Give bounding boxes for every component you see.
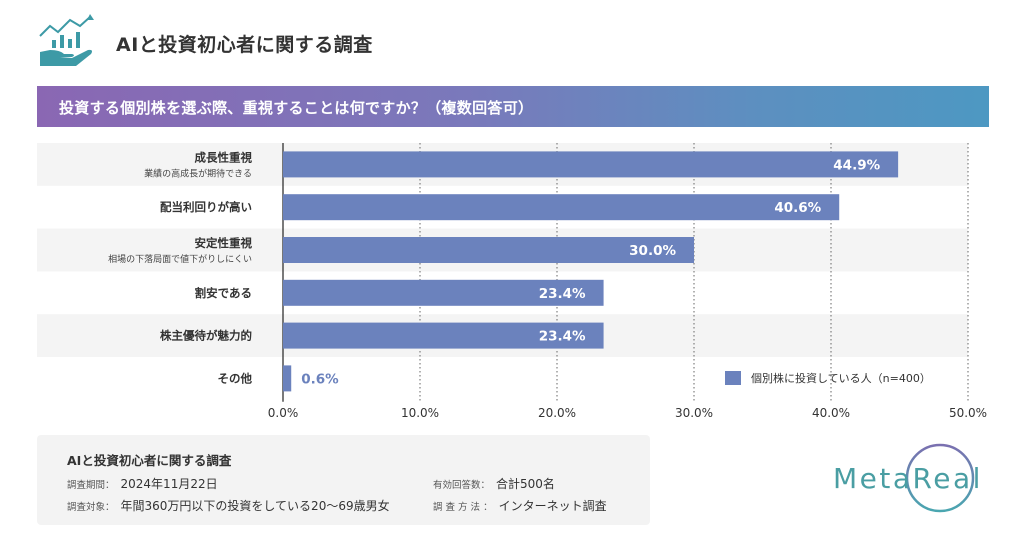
- category-label: 配当利回りが高い: [160, 200, 252, 214]
- info-responses-key: 有効回答数：: [433, 480, 491, 491]
- info-title: AIと投資初心者に関する調査: [67, 453, 232, 468]
- info-responses: 有効回答数： 合計500名: [433, 475, 555, 492]
- category-label: 株主優待が魅力的: [160, 329, 252, 343]
- metareal-logo: MetaReal: [830, 440, 1000, 520]
- info-target-key: 調査対象：: [67, 502, 115, 513]
- x-tick-label: 20.0%: [538, 406, 576, 420]
- legend-swatch: [725, 371, 741, 385]
- bar: [283, 279, 604, 306]
- info-period: 調査期間： 2024年11月22日: [67, 475, 218, 492]
- info-method-value: インターネット調査: [498, 499, 607, 513]
- hand-chart-growth-icon: [36, 14, 96, 70]
- value-label: 23.4%: [539, 286, 586, 302]
- value-label: 0.6%: [301, 371, 339, 387]
- category-label: 成長性重視: [195, 150, 253, 164]
- value-label: 30.0%: [629, 243, 676, 259]
- logo-ring-icon: [905, 443, 975, 513]
- page-title: AIと投資初心者に関する調査: [116, 34, 373, 56]
- logo-text: MetaReal: [833, 462, 983, 495]
- info-method-key: 調 査 方 法 ：: [433, 502, 493, 513]
- category-sublabel: 相場の下落局面で値下がりしにくい: [108, 253, 252, 265]
- bar: [283, 194, 840, 221]
- category-label: 安定性重視: [195, 236, 253, 250]
- info-period-key: 調査期間：: [67, 480, 115, 491]
- question-banner: 投資する個別株を選ぶ際、重視することは何ですか？（複数回答可）: [37, 86, 989, 127]
- info-target: 調査対象： 年間360万円以下の投資をしている20〜69歳男女: [67, 497, 390, 514]
- bar: [283, 322, 604, 349]
- info-responses-value: 合計500名: [496, 477, 555, 491]
- x-tick-label: 40.0%: [812, 406, 850, 420]
- legend-label: 個別株に投資している人（n=400）: [751, 371, 931, 385]
- info-target-value: 年間360万円以下の投資をしている20〜69歳男女: [120, 499, 390, 513]
- info-method: 調 査 方 法 ： インターネット調査: [433, 497, 607, 514]
- category-sublabel: 業績の高成長が期待できる: [144, 167, 252, 179]
- x-tick-label: 30.0%: [675, 406, 713, 420]
- bar: [283, 237, 694, 263]
- x-tick-label: 50.0%: [949, 406, 987, 420]
- value-label: 40.6%: [774, 200, 821, 216]
- x-tick-label: 0.0%: [268, 406, 299, 420]
- info-period-value: 2024年11月22日: [120, 477, 218, 491]
- value-label: 23.4%: [539, 329, 586, 345]
- value-label: 44.9%: [833, 157, 880, 173]
- x-tick-label: 10.0%: [401, 406, 439, 420]
- category-label: その他: [218, 371, 253, 385]
- question-text: 投資する個別株を選ぶ際、重視することは何ですか？（複数回答可）: [59, 99, 534, 117]
- legend: 個別株に投資している人（n=400）: [725, 371, 931, 385]
- survey-info-box: AIと投資初心者に関する調査 調査期間： 2024年11月22日 調査対象： 年間3…: [37, 435, 650, 525]
- bar: [283, 365, 292, 392]
- category-label: 割安である: [195, 286, 252, 300]
- bar: [283, 151, 899, 178]
